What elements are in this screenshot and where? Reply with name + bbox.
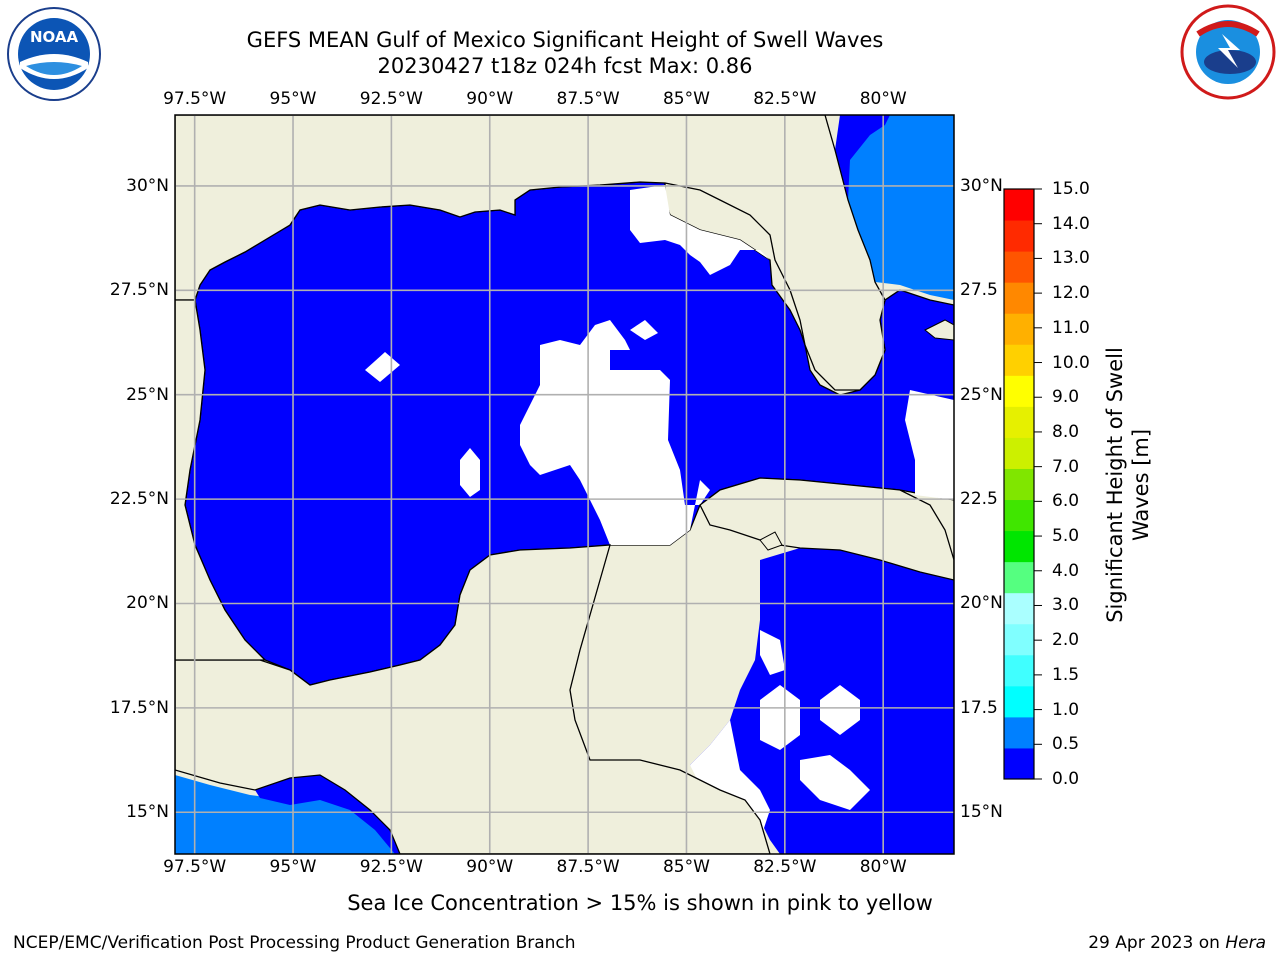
lon-tick-label-top: 82.5°W [753,89,817,109]
footer-credit: NCEP/EMC/Verification Post Processing Pr… [13,933,576,953]
colorbar-tick-label: 0.0 [1052,769,1080,789]
lon-tick-label-bot: 95°W [269,857,317,877]
atlantic-swell-mid [845,115,954,300]
lat-tick-label-left: 20°N [126,593,169,614]
florida-land [175,115,886,391]
colorbar-tick-label: 10.0 [1052,352,1090,373]
colorbar-tick-label: 8.0 [1052,421,1080,442]
lat-tick-label-left: 17.5°N [109,697,169,718]
map-frame [174,114,955,855]
colorbar-tick-label: 7.0 [1052,456,1080,477]
noaa-logo-text: NOAA [30,28,79,46]
lat-tick-label-left: 22.5°N [109,489,169,510]
lat-tick-label-right: 17.5 [960,697,998,718]
sea-ice-note: Sea Ice Concentration > 15% is shown in … [347,891,933,915]
colorbar-tick-label: 11.0 [1052,317,1090,338]
colorbar-label-line2: Waves [m] [1129,428,1153,542]
lon-tick-label-bot: 97.5°W [163,857,227,877]
map-title: GEFS MEAN Gulf of Mexico Significant Hei… [246,28,884,52]
lat-tick-label-left: 27.5°N [109,280,169,301]
lat-tick-label-left: 30°N [126,175,169,196]
colorbar-tick-label: 12.0 [1052,283,1090,304]
caribbean-no-data-1 [760,685,800,750]
colorbar-tick-label: 9.0 [1052,387,1080,408]
lon-tick-label-bot: 90°W [466,857,514,877]
lat-tick-label-right: 25°N [960,384,1003,405]
map-gridlines [175,115,954,854]
lon-tick-label-bot: 80°W [859,857,907,877]
lat-tick-label-right: 30°N [960,175,1003,196]
map-subtitle: 20230427 t18z 024h fcst Max: 0.86 [377,54,753,78]
footer-date: 29 Apr 2023 on Hera [1088,933,1266,953]
footer-date-text: 29 Apr 2023 on [1088,933,1226,953]
colorbar-tick-label: 14.0 [1052,213,1090,234]
colorbar-label: Significant Height of Swell Waves [m] [1102,347,1154,623]
lat-tick-label-left: 15°N [126,802,169,823]
no-data-region-central [520,320,710,545]
caribbean-no-data-2 [820,685,860,735]
lon-tick-label-top: 80°W [859,89,907,109]
colorbar-label-line1: Significant Height of Swell [1103,347,1127,623]
colorbar-tick-label: 4.0 [1052,560,1080,581]
lat-tick-label-right: 27.5 [960,280,998,301]
colorbar-tick-label: 1.0 [1052,699,1080,720]
colorbar-tick-label: 2.0 [1052,630,1080,651]
noaa-logo-icon: NOAA [7,7,101,101]
lat-tick-label-right: 15°N [960,802,1003,823]
lon-tick-label-bot: 92.5°W [359,857,423,877]
footer-host: Hera [1225,933,1266,953]
pacific-swell-mid [175,775,400,854]
colorbar-tick-label: 13.0 [1052,248,1090,269]
colorbar-tick-label: 15.0 [1052,179,1090,199]
no-data-patch-florida-strait [905,390,954,500]
lon-tick-label-top: 97.5°W [163,89,227,109]
lat-tick-label-right: 20°N [960,593,1003,614]
national-weather-service-logo-icon [1180,4,1276,100]
lat-tick-label-right: 22.5 [960,489,998,510]
colorbar-tick-label: 5.0 [1052,526,1080,547]
isle-of-youth-land [759,531,783,551]
lat-tick-label-left: 25°N [126,384,169,405]
atlantic-swell-low [835,115,890,200]
caribbean-no-data-4 [760,630,785,675]
no-data-patch-north [630,320,658,340]
lon-tick-label-bot: 87.5°W [556,857,620,877]
no-data-patch-mid [460,448,480,497]
lon-tick-label-top: 85°W [662,89,710,109]
lon-tick-label-top: 87.5°W [556,89,620,109]
lon-tick-label-top: 95°W [269,89,317,109]
colorbar-tick-label: 6.0 [1052,491,1080,512]
lon-tick-label-top: 90°W [466,89,514,109]
lon-tick-label-bot: 85°W [662,857,710,877]
mexico-west-coast-land [175,299,267,661]
no-data-region-east-gulf [630,185,770,275]
caribbean-no-data-3 [800,755,870,810]
lon-tick-label-bot: 82.5°W [753,857,817,877]
colorbar-tick-label: 1.5 [1052,664,1080,685]
colorbar-tick-label: 0.5 [1052,734,1080,755]
bahamas-land [924,319,954,341]
lon-tick-label-top: 92.5°W [359,89,423,109]
colorbar-tick-label: 3.0 [1052,595,1080,616]
